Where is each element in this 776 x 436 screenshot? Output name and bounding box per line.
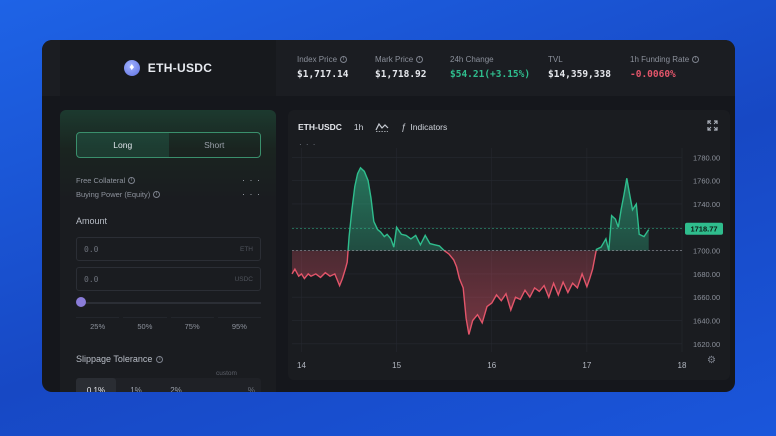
free-collateral-value: · · · — [242, 175, 261, 185]
chart-panel: 1620.001640.001660.001680.001700.001720.… — [288, 110, 730, 380]
amount-eth-input[interactable]: 0.0 ETH — [76, 237, 261, 261]
long-button[interactable]: Long — [77, 133, 169, 157]
slippage-option-0-1[interactable]: 0.1% — [76, 378, 116, 392]
amount-title: Amount — [76, 216, 108, 226]
percentage-buttons: 25% 50% 75% 95% — [76, 317, 261, 335]
slippage-custom-input[interactable]: custom % — [196, 370, 261, 393]
info-icon[interactable]: i — [153, 190, 161, 198]
buying-power-value: · · · — [242, 189, 261, 199]
chart-style-icon — [375, 122, 389, 132]
y-tick-label: 1640.00 — [693, 317, 720, 326]
mark-price-label: Mark Price — [375, 55, 414, 64]
short-button[interactable]: Short — [204, 140, 225, 150]
y-tick-label: 1660.00 — [693, 293, 720, 302]
amount-usdc-value: 0.0 — [84, 274, 99, 284]
slippage-title-label: Slippage Tolerance — [76, 354, 153, 364]
tvl-label: TVL — [548, 55, 563, 64]
info-icon[interactable]: i — [128, 176, 136, 184]
info-icon[interactable]: i — [156, 355, 164, 363]
funding-rate-stat: 1h Funding Rate i -0.0060% — [630, 55, 700, 80]
order-panel: Long Short Free Collateral i · · · Buying… — [60, 110, 276, 392]
interval-button[interactable]: 1h — [353, 122, 364, 132]
y-tick-label: 1780.00 — [693, 153, 720, 162]
slippage-options: 0.1% 1% 2% custom % — [76, 370, 261, 393]
pct-50-button[interactable]: 50% — [123, 317, 167, 335]
change-24h-label: 24h Change — [450, 55, 494, 64]
slippage-custom-label: custom — [216, 370, 237, 377]
function-icon: ƒ — [401, 122, 407, 132]
index-price-value: $1,717.14 — [297, 69, 349, 80]
y-tick-label: 1700.00 — [693, 247, 720, 256]
price-chart[interactable]: 1620.001640.001660.001680.001700.001720.… — [288, 110, 730, 380]
chart-more-icon[interactable]: · · · — [299, 140, 317, 149]
index-price-label: Index Price — [297, 55, 338, 64]
trading-app-window: ♦ ETH-USDC Index Price i $1,717.14 Mark P… — [42, 40, 735, 392]
y-tick-label: 1620.00 — [693, 340, 720, 349]
indicators-button[interactable]: ƒ Indicators — [401, 122, 447, 132]
y-tick-label: 1740.00 — [693, 200, 720, 209]
amount-usdc-input[interactable]: 0.0 USDC — [76, 267, 261, 291]
side-toggle: Long Short — [76, 132, 261, 158]
fullscreen-icon[interactable] — [707, 120, 718, 131]
price-line-down — [291, 250, 610, 335]
y-tick-label: 1680.00 — [693, 270, 720, 279]
funding-rate-value: -0.0060% — [630, 69, 676, 80]
free-collateral-label: Free Collateral — [76, 175, 126, 185]
buying-power-row: Buying Power (Equity) i · · · — [76, 189, 261, 199]
area-above-baseline — [348, 167, 649, 251]
info-icon[interactable]: i — [692, 56, 700, 63]
pct-25-button[interactable]: 25% — [76, 317, 120, 335]
market-pair-label: ETH-USDC — [147, 61, 213, 75]
x-tick-label: 17 — [582, 361, 591, 370]
pct-95-button[interactable]: 95% — [217, 317, 261, 335]
change-24h-value: $54.21(+3.15%) — [450, 69, 531, 80]
slippage-option-1[interactable]: 1% — [130, 385, 142, 393]
amount-eth-value: 0.0 — [84, 244, 99, 254]
chart-pair-label: ETH-USDC — [298, 122, 342, 132]
funding-rate-label: 1h Funding Rate — [630, 55, 690, 64]
index-price-stat: Index Price i $1,717.14 — [297, 55, 348, 80]
x-tick-label: 18 — [678, 361, 687, 370]
ethereum-icon: ♦ — [123, 60, 140, 76]
info-icon[interactable]: i — [416, 56, 424, 63]
buying-power-label: Buying Power (Equity) — [76, 189, 151, 199]
tvl-value: $14,359,338 — [548, 69, 611, 80]
x-tick-label: 16 — [487, 361, 496, 370]
mark-price-stat: Mark Price i $1,718.92 — [375, 55, 426, 80]
x-tick-label: 14 — [297, 361, 306, 370]
indicators-label: Indicators — [410, 122, 448, 132]
x-tick-label: 15 — [392, 361, 401, 370]
last-price-tag — [685, 222, 723, 235]
amount-slider-thumb[interactable] — [76, 297, 86, 307]
market-selector[interactable]: ♦ ETH-USDC — [60, 40, 276, 96]
slippage-title: Slippage Tolerance i — [76, 354, 164, 364]
chart-toolbar: ETH-USDC 1h ƒ Indicators — [298, 120, 447, 134]
info-icon[interactable]: i — [340, 56, 348, 63]
mark-price-value: $1,718.92 — [375, 69, 427, 80]
market-header: ♦ ETH-USDC Index Price i $1,717.14 Mark P… — [42, 40, 735, 96]
amount-usdc-unit: USDC — [234, 275, 253, 283]
tvl-stat: TVL $14,359,338 — [548, 55, 611, 80]
change-24h-stat: 24h Change $54.21(+3.15%) — [450, 55, 530, 80]
y-tick-label: 1760.00 — [693, 177, 720, 186]
chart-type-button[interactable] — [375, 122, 389, 132]
free-collateral-row: Free Collateral i · · · — [76, 175, 261, 185]
slippage-unit: % — [247, 385, 255, 393]
chart-settings-icon[interactable]: ⚙ — [707, 355, 716, 366]
area-below-baseline — [292, 250, 649, 335]
last-price-label: 1718.77 — [690, 225, 717, 234]
amount-slider-track[interactable] — [78, 302, 261, 304]
amount-eth-unit: ETH — [240, 245, 253, 253]
slippage-option-2[interactable]: 2% — [170, 385, 182, 393]
pct-75-button[interactable]: 75% — [170, 317, 214, 335]
